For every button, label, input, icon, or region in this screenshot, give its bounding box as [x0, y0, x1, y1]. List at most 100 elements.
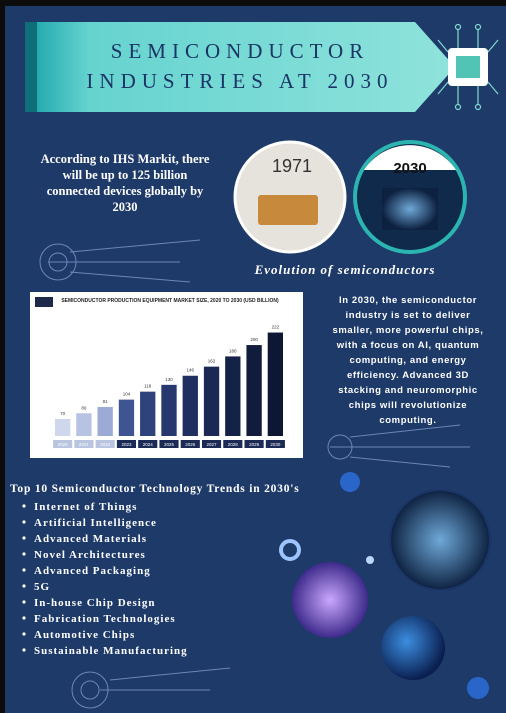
outlook-line: stacking and neuromorphic [338, 385, 478, 396]
trend-item: Fabrication Technologies [34, 613, 176, 625]
chart-logo [35, 297, 53, 307]
bullet [22, 552, 26, 556]
bullet [22, 648, 26, 652]
outlook-line: efficiency. Advanced 3D [347, 370, 469, 381]
x-tick-label: 2023 [121, 442, 132, 447]
year-box [95, 440, 115, 448]
circuit-icon [437, 23, 499, 111]
trend-item: Advanced Packaging [34, 565, 151, 577]
value-label: 80 [81, 405, 87, 410]
value-label: 200 [250, 337, 258, 342]
deco-dot [366, 556, 374, 564]
bar [203, 366, 220, 436]
chip-1971 [258, 195, 318, 225]
year-box [244, 440, 264, 448]
bar [161, 384, 177, 436]
label-cap [364, 145, 456, 170]
value-label: 146 [187, 368, 195, 373]
chip-2030 [382, 188, 438, 230]
value-label: 180 [229, 348, 237, 353]
year-box [223, 440, 243, 448]
deco-dot [340, 472, 360, 492]
bullet [22, 600, 26, 604]
trend-item: In-house Chip Design [34, 597, 155, 609]
x-tick-label: 2024 [143, 442, 154, 447]
outlook-line: industry is set to deliver [346, 310, 471, 321]
year-box [53, 440, 73, 448]
year-box [180, 440, 200, 448]
year-box [265, 440, 285, 448]
deco-image [381, 616, 445, 680]
trend-item: 5G [34, 581, 50, 593]
bar [76, 413, 92, 436]
deco-ring [279, 539, 301, 561]
outlook-line: with a focus on AI, quantum [336, 340, 480, 351]
trend-item: Advanced Materials [34, 533, 147, 545]
banner-edge [25, 22, 37, 112]
value-label: 118 [144, 384, 152, 389]
intro-line: 2030 [113, 200, 138, 214]
trend-item: Artificial Intelligence [34, 517, 157, 529]
image-label: 2030 [393, 160, 426, 177]
bar [97, 407, 113, 436]
value-label: 130 [165, 377, 173, 382]
outlook-line: computing. [379, 415, 436, 426]
bar [246, 345, 262, 436]
bullet [22, 536, 26, 540]
x-tick-label: 2020 [58, 442, 69, 447]
outlook-line: smaller, more powerful chips, [333, 325, 484, 336]
bar [140, 391, 156, 436]
bar [225, 356, 241, 436]
deco-dot [467, 677, 489, 699]
outlook-line: In 2030, the semiconductor [339, 295, 477, 306]
intro-line: According to IHS Markit, there [41, 152, 210, 166]
x-tick-label: 2030 [270, 442, 281, 447]
bullet [22, 520, 26, 524]
outlook-line: computing, and energy [349, 355, 466, 366]
intro-line: connected devices globally by [47, 184, 204, 198]
x-tick-label: 2029 [249, 442, 260, 447]
year-box [159, 440, 179, 448]
outlook-line: chips will revolutionize [349, 400, 467, 411]
title-line: SEMICONDUCTOR [111, 39, 369, 63]
bullet [22, 568, 26, 572]
circuit-deco [39, 239, 470, 709]
bar [54, 418, 71, 436]
value-label: 162 [208, 359, 216, 364]
intro-line: will be up to 125 billion [63, 168, 188, 182]
value-label: 104 [123, 392, 131, 397]
trend-item: Sustainable Manufacturing [34, 645, 188, 657]
value-label: 70 [60, 411, 66, 416]
x-tick-label: 2026 [185, 442, 196, 447]
trend-item: Automotive Chips [34, 629, 135, 641]
trend-item: Novel Architectures [34, 549, 146, 561]
trends-title: Top 10 Semiconductor Technology Trends i… [10, 483, 300, 495]
x-tick-label: 2021 [79, 442, 90, 447]
deco-image [292, 562, 368, 638]
bullet [22, 632, 26, 636]
value-label: 91 [103, 399, 109, 404]
x-tick-label: 2027 [207, 442, 218, 447]
year-box [74, 440, 94, 448]
x-tick-label: 2022 [100, 442, 111, 447]
year-box [138, 440, 158, 448]
deco-image [389, 489, 491, 591]
value-label: 222 [272, 325, 280, 330]
x-tick-label: 2025 [164, 442, 175, 447]
chip-core [456, 56, 480, 78]
title-banner [25, 22, 455, 112]
evolution-caption: Evolution of semiconductors [254, 262, 436, 277]
bullet [22, 504, 26, 508]
bar [118, 399, 135, 436]
bullet [22, 616, 26, 620]
x-tick-label: 2028 [228, 442, 239, 447]
bar [267, 332, 284, 436]
title-line: INDUSTRIES AT 2030 [86, 69, 393, 93]
chart-title: SEMICONDUCTOR PRODUCTION EQUIPMENT MARKE… [61, 298, 279, 304]
year-box [201, 440, 222, 448]
bar [182, 375, 198, 436]
bullet [22, 584, 26, 588]
year-box [116, 440, 137, 448]
